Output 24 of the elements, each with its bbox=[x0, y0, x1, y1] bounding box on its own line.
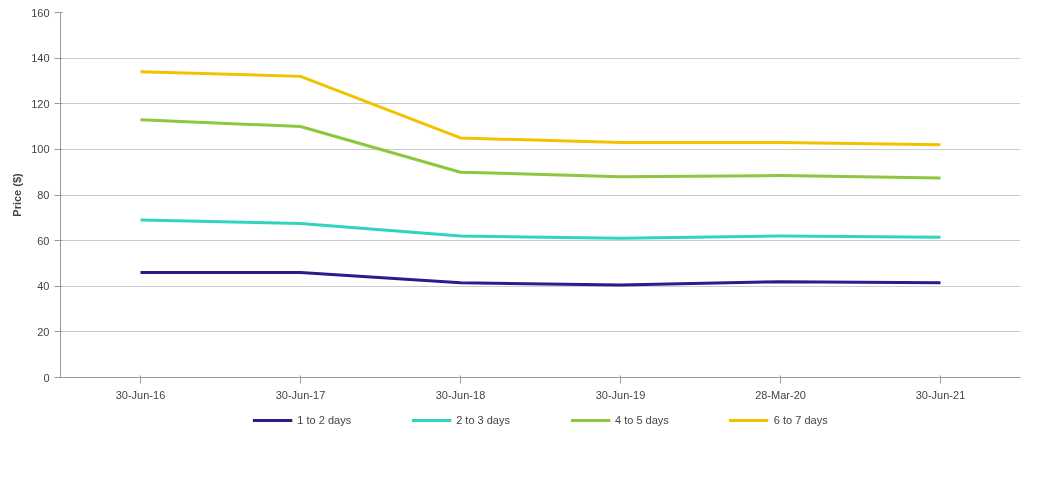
y-tick-label: 0 bbox=[43, 371, 50, 384]
y-tick-label: 120 bbox=[31, 97, 50, 110]
line-series bbox=[139, 218, 942, 240]
x-tick-label: 30-Jun-18 bbox=[435, 388, 486, 401]
legend-label: 2 to 3 days bbox=[456, 414, 510, 426]
x-tick-label: 30-Jun-16 bbox=[115, 388, 166, 401]
legend-label: 4 to 5 days bbox=[615, 414, 669, 426]
y-tick-label: 60 bbox=[37, 234, 50, 247]
line-series bbox=[139, 118, 942, 180]
y-axis-title: Price ($) bbox=[11, 172, 24, 217]
y-tick-label: 100 bbox=[31, 143, 50, 156]
y-tick-label: 20 bbox=[37, 325, 50, 338]
x-tick-label: 30-Jun-21 bbox=[915, 388, 966, 401]
x-tick-label: 30-Jun-19 bbox=[595, 388, 646, 401]
x-tick-label: 30-Jun-17 bbox=[275, 388, 326, 401]
legend-label: 1 to 2 days bbox=[297, 414, 352, 426]
line-series bbox=[139, 70, 942, 147]
y-tick-label: 80 bbox=[37, 189, 50, 201]
y-tick-label: 140 bbox=[31, 52, 50, 65]
y-tick-label: 40 bbox=[37, 280, 50, 293]
y-tick-label: 160 bbox=[31, 6, 50, 19]
legend-label: 6 to 7 days bbox=[773, 414, 828, 426]
line-series bbox=[139, 271, 942, 287]
x-tick-label: 28-Mar-20 bbox=[755, 388, 806, 401]
